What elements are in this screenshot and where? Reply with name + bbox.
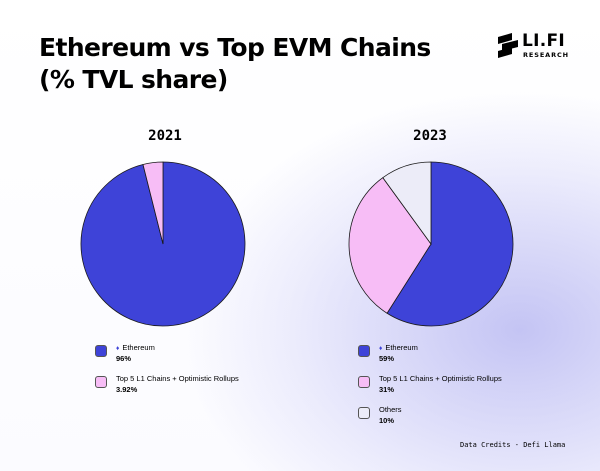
pie-slice-top-5-l1-chains-optimistic-rollups [142,161,164,245]
pie-slice-others [382,161,432,246]
legend-item-ethereum: ♦ Ethereum 96% [95,343,315,373]
logo-name: LI.FI [522,31,566,51]
legend-value-ethereum: 59% [379,354,395,363]
lifi-logo: LI.FI RESEARCH [498,31,570,63]
legend-label-top5: Top 5 L1 Chains + Optimistic Rollups [379,374,502,383]
legend-label-ethereum: Ethereum [122,343,155,352]
logo-subtitle: RESEARCH [523,51,570,59]
legend-item-top5: Top 5 L1 Chains + Optimistic Rollups 3.9… [95,374,315,404]
title-line-1: Ethereum vs Top EVM Chains [39,33,431,62]
legend-value-others: 10% [379,416,395,425]
legend-label-others: Others [379,405,402,414]
legend-value-top5: 31% [379,385,395,394]
ethereum-icon: ♦ [379,345,383,352]
page-title: Ethereum vs Top EVM Chains (% TVL share) [39,32,439,96]
legend-label-top5: Top 5 L1 Chains + Optimistic Rollups [116,374,239,383]
title-line-2: (% TVL share) [39,65,228,94]
ethereum-icon: ♦ [116,345,120,352]
legend-swatch-top5 [358,376,370,388]
lifi-logo-icon [498,33,518,58]
legend-value-top5: 3.92% [116,385,138,394]
pie-slice-top-5-l1-chains-optimistic-rollups [348,177,432,314]
legend-swatch-ethereum [358,345,370,357]
pie-chart-2021 [80,161,246,327]
chart-2023-title: 2023 [413,128,447,144]
pie-chart-2023 [348,161,514,327]
legend-value-ethereum: 96% [116,354,132,363]
pie-slice-ethereum [386,161,514,327]
legend-label-ethereum: Ethereum [385,343,418,352]
legend-swatch-others [358,407,370,419]
legend-swatch-ethereum [95,345,107,357]
legend-item-others: Others 10% [358,405,578,435]
data-credits: Data Credits - Defi Llama [460,441,566,449]
legend-item-top5: Top 5 L1 Chains + Optimistic Rollups 31% [358,374,578,404]
legend-swatch-top5 [95,376,107,388]
chart-2021-title: 2021 [148,128,182,144]
legend-item-ethereum: ♦ Ethereum 59% [358,343,578,373]
